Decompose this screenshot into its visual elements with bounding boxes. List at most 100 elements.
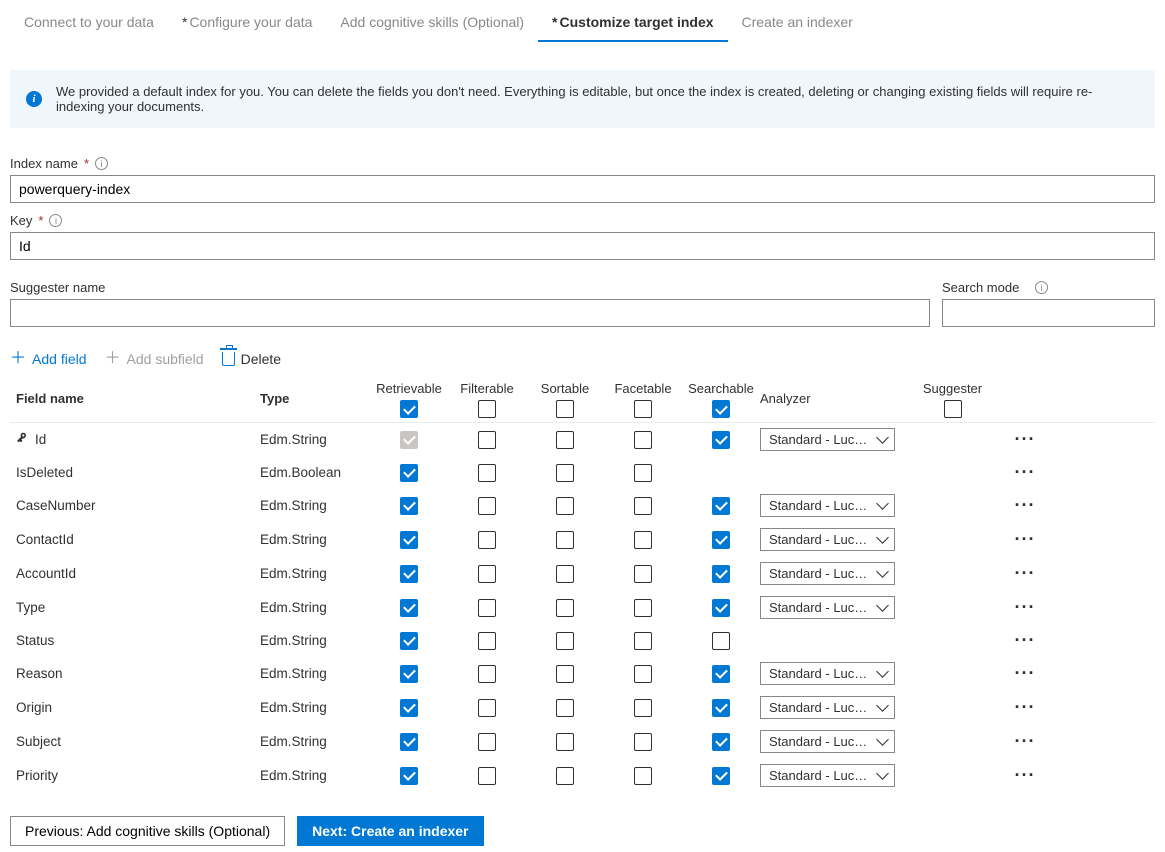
checkbox[interactable] (556, 565, 574, 583)
checkbox[interactable] (556, 497, 574, 515)
search-mode-input[interactable] (942, 299, 1155, 327)
index-name-input[interactable] (10, 175, 1155, 203)
checkbox[interactable] (634, 599, 652, 617)
checkbox[interactable] (400, 767, 418, 785)
table-row: TypeEdm.StringStandard - Luce...··· (10, 590, 1155, 624)
info-icon[interactable]: i (95, 157, 108, 170)
analyzer-select[interactable]: Standard - Luce... (760, 562, 895, 585)
checkbox[interactable] (712, 767, 730, 785)
checkbox[interactable] (556, 599, 574, 617)
checkbox[interactable] (712, 400, 730, 418)
checkbox[interactable] (634, 767, 652, 785)
checkbox[interactable] (400, 464, 418, 482)
delete-button[interactable]: Delete (222, 351, 281, 367)
checkbox[interactable] (634, 400, 652, 418)
checkbox[interactable] (400, 632, 418, 650)
field-type: Edm.String (260, 666, 370, 681)
checkbox[interactable] (400, 565, 418, 583)
analyzer-select[interactable]: Standard - Luce... (760, 428, 895, 451)
tab-customize-target-index[interactable]: *Customize target index (538, 12, 727, 42)
info-message: i We provided a default index for you. Y… (10, 70, 1155, 128)
checkbox[interactable] (634, 699, 652, 717)
checkbox[interactable] (400, 400, 418, 418)
more-icon[interactable]: ··· (1000, 597, 1050, 618)
analyzer-select[interactable]: Standard - Luce... (760, 764, 895, 787)
checkbox[interactable] (556, 531, 574, 549)
checkbox[interactable] (634, 632, 652, 650)
checkbox[interactable] (556, 699, 574, 717)
checkbox[interactable] (712, 431, 730, 449)
checkbox[interactable] (634, 531, 652, 549)
fields-table-header: Field name Type Retrievable Filterable S… (10, 377, 1155, 422)
checkbox[interactable] (634, 497, 652, 515)
more-icon[interactable]: ··· (1000, 630, 1050, 651)
next-button[interactable]: Next: Create an indexer (297, 816, 483, 846)
checkbox[interactable] (712, 497, 730, 515)
analyzer-select[interactable]: Standard - Luce... (760, 662, 895, 685)
checkbox[interactable] (478, 767, 496, 785)
more-icon[interactable]: ··· (1000, 663, 1050, 684)
key-input[interactable] (10, 232, 1155, 260)
checkbox[interactable] (712, 531, 730, 549)
checkbox[interactable] (478, 565, 496, 583)
checkbox[interactable] (634, 665, 652, 683)
more-icon[interactable]: ··· (1000, 462, 1050, 483)
checkbox[interactable] (712, 565, 730, 583)
checkbox[interactable] (944, 400, 962, 418)
checkbox[interactable] (400, 599, 418, 617)
checkbox[interactable] (712, 665, 730, 683)
tab-add-cognitive-skills-optional-[interactable]: Add cognitive skills (Optional) (326, 12, 538, 42)
tab-connect-to-your-data[interactable]: Connect to your data (10, 12, 168, 42)
info-icon[interactable]: i (49, 214, 62, 227)
checkbox[interactable] (712, 733, 730, 751)
add-field-button[interactable]: ＋Add field (10, 351, 87, 367)
more-icon[interactable]: ··· (1000, 697, 1050, 718)
checkbox[interactable] (556, 632, 574, 650)
checkbox[interactable] (478, 464, 496, 482)
checkbox[interactable] (712, 632, 730, 650)
checkbox[interactable] (478, 599, 496, 617)
checkbox[interactable] (634, 565, 652, 583)
more-icon[interactable]: ··· (1000, 563, 1050, 584)
checkbox[interactable] (634, 431, 652, 449)
analyzer-select[interactable]: Standard - Luce... (760, 528, 895, 551)
checkbox[interactable] (556, 767, 574, 785)
analyzer-select[interactable]: Standard - Luce... (760, 494, 895, 517)
checkbox[interactable] (478, 699, 496, 717)
checkbox[interactable] (556, 733, 574, 751)
checkbox[interactable] (400, 733, 418, 751)
checkbox[interactable] (712, 599, 730, 617)
checkbox[interactable] (478, 665, 496, 683)
checkbox[interactable] (556, 400, 574, 418)
analyzer-select[interactable]: Standard - Luce... (760, 730, 895, 753)
tab-create-an-indexer[interactable]: Create an indexer (728, 12, 867, 42)
suggester-name-input[interactable] (10, 299, 930, 327)
checkbox[interactable] (400, 665, 418, 683)
suggester-name-label: Suggester name (10, 280, 930, 295)
checkbox[interactable] (556, 665, 574, 683)
checkbox[interactable] (634, 464, 652, 482)
tab-configure-your-data[interactable]: *Configure your data (168, 12, 326, 42)
checkbox[interactable] (478, 431, 496, 449)
more-icon[interactable]: ··· (1000, 731, 1050, 752)
checkbox[interactable] (478, 400, 496, 418)
analyzer-select[interactable]: Standard - Luce... (760, 696, 895, 719)
more-icon[interactable]: ··· (1000, 529, 1050, 550)
checkbox[interactable] (478, 632, 496, 650)
checkbox[interactable] (400, 699, 418, 717)
previous-button[interactable]: Previous: Add cognitive skills (Optional… (10, 816, 285, 846)
more-icon[interactable]: ··· (1000, 429, 1050, 450)
checkbox[interactable] (712, 699, 730, 717)
checkbox[interactable] (478, 497, 496, 515)
info-icon[interactable]: i (1035, 281, 1048, 294)
checkbox[interactable] (556, 431, 574, 449)
checkbox[interactable] (556, 464, 574, 482)
checkbox[interactable] (634, 733, 652, 751)
more-icon[interactable]: ··· (1000, 495, 1050, 516)
checkbox[interactable] (400, 531, 418, 549)
more-icon[interactable]: ··· (1000, 765, 1050, 786)
checkbox[interactable] (478, 531, 496, 549)
checkbox[interactable] (400, 497, 418, 515)
analyzer-select[interactable]: Standard - Luce... (760, 596, 895, 619)
checkbox[interactable] (478, 733, 496, 751)
